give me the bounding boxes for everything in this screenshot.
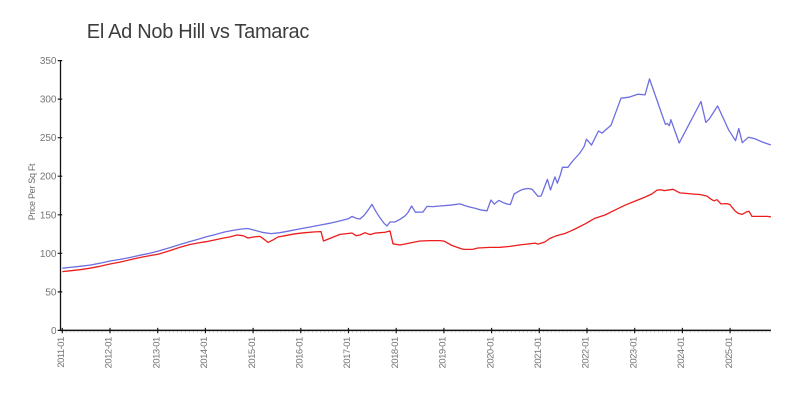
svg-text:50: 50 <box>45 287 57 298</box>
svg-text:250: 250 <box>40 133 57 144</box>
svg-text:2023-01: 2023-01 <box>628 337 639 368</box>
svg-text:2018-01: 2018-01 <box>390 337 401 368</box>
svg-text:Price Per Sq Ft: Price Per Sq Ft <box>27 163 37 220</box>
svg-text:100: 100 <box>40 249 57 260</box>
svg-text:2013-01: 2013-01 <box>151 337 162 368</box>
svg-text:350: 350 <box>40 56 57 67</box>
svg-text:2017-01: 2017-01 <box>342 337 353 368</box>
svg-text:2021-01: 2021-01 <box>533 337 544 368</box>
svg-text:150: 150 <box>40 210 57 221</box>
svg-text:2020-01: 2020-01 <box>485 337 496 368</box>
svg-text:2025-01: 2025-01 <box>724 337 735 368</box>
svg-text:300: 300 <box>40 95 57 106</box>
svg-text:0: 0 <box>51 326 57 337</box>
svg-text:2024-01: 2024-01 <box>676 337 687 368</box>
svg-text:2015-01: 2015-01 <box>247 337 258 368</box>
svg-text:2019-01: 2019-01 <box>438 337 449 368</box>
svg-text:2011-01: 2011-01 <box>56 337 67 368</box>
svg-text:2012-01: 2012-01 <box>104 337 115 368</box>
svg-text:2016-01: 2016-01 <box>295 337 306 368</box>
svg-text:El Ad Nob Hill vs Tamarac: El Ad Nob Hill vs Tamarac <box>87 21 310 43</box>
svg-text:2022-01: 2022-01 <box>581 337 592 368</box>
svg-text:200: 200 <box>40 172 57 183</box>
svg-text:2014-01: 2014-01 <box>199 337 210 368</box>
